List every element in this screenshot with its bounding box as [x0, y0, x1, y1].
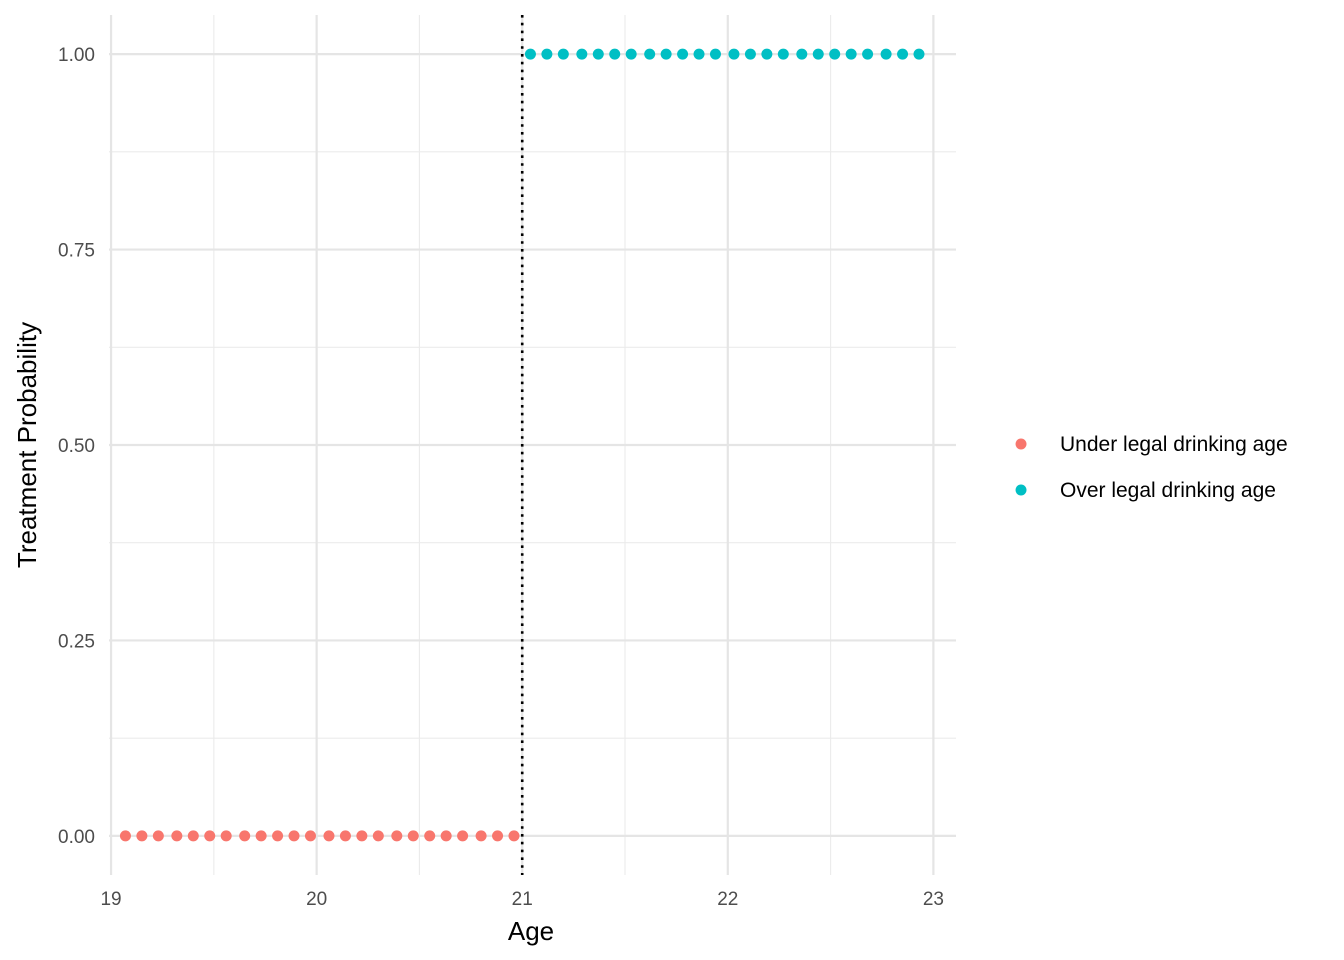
point-series1-22 — [897, 48, 909, 60]
y-tick-label-3: 0.75 — [58, 241, 95, 262]
x-tick-labels: 19 20 21 22 23 — [100, 889, 943, 910]
point-series1-4 — [592, 48, 604, 60]
x-axis-title: Age — [508, 916, 554, 946]
legend-key-over — [1015, 484, 1027, 496]
point-series1-17 — [812, 48, 824, 60]
data-points — [119, 48, 925, 842]
legend-label-under: Under legal drinking age — [1060, 433, 1288, 456]
point-series1-15 — [777, 48, 789, 60]
y-tick-label-1: 0.25 — [58, 631, 95, 652]
point-series0-1 — [136, 830, 148, 842]
point-series0-7 — [239, 830, 251, 842]
x-tick-label-3: 22 — [717, 889, 738, 910]
y-tick-labels: 0.00 0.25 0.50 0.75 1.00 — [58, 45, 95, 848]
point-series0-5 — [204, 830, 216, 842]
point-series1-18 — [829, 48, 841, 60]
point-series0-11 — [304, 830, 316, 842]
legend-label-over: Over legal drinking age — [1060, 479, 1276, 502]
point-series0-19 — [440, 830, 452, 842]
point-series0-3 — [171, 830, 183, 842]
point-series1-3 — [576, 48, 588, 60]
point-series0-21 — [475, 830, 487, 842]
x-tick-label-0: 19 — [100, 889, 121, 910]
point-series0-15 — [372, 830, 384, 842]
point-series0-10 — [288, 830, 300, 842]
point-series0-0 — [119, 830, 131, 842]
point-series1-8 — [660, 48, 672, 60]
point-series1-10 — [693, 48, 705, 60]
point-series1-5 — [609, 48, 621, 60]
point-series0-22 — [492, 830, 504, 842]
point-series0-8 — [255, 830, 267, 842]
point-series1-1 — [541, 48, 553, 60]
point-series1-14 — [761, 48, 773, 60]
point-series0-17 — [407, 830, 419, 842]
point-series1-21 — [880, 48, 892, 60]
point-series0-6 — [220, 830, 232, 842]
point-series1-7 — [644, 48, 656, 60]
point-series0-14 — [356, 830, 368, 842]
x-tick-label-4: 23 — [923, 889, 944, 910]
legend: Under legal drinking age Over legal drin… — [1015, 433, 1288, 502]
point-series0-20 — [457, 830, 469, 842]
point-series1-9 — [677, 48, 689, 60]
grid-major — [109, 15, 956, 875]
point-series0-4 — [187, 830, 199, 842]
point-series1-12 — [728, 48, 740, 60]
x-tick-label-2: 21 — [512, 889, 533, 910]
point-series1-2 — [557, 48, 569, 60]
y-axis-title: Treatment Probability — [12, 322, 42, 568]
y-tick-label-4: 1.00 — [58, 45, 95, 66]
point-series1-13 — [744, 48, 756, 60]
point-series1-20 — [862, 48, 874, 60]
point-series0-9 — [272, 830, 284, 842]
y-tick-label-2: 0.50 — [58, 436, 95, 457]
y-tick-label-0: 0.00 — [58, 827, 95, 848]
point-series1-11 — [709, 48, 721, 60]
point-series0-16 — [391, 830, 403, 842]
point-series0-23 — [508, 830, 520, 842]
point-series1-23 — [913, 48, 925, 60]
point-series0-2 — [152, 830, 164, 842]
point-series1-6 — [625, 48, 637, 60]
point-series1-0 — [524, 48, 536, 60]
point-series0-13 — [339, 830, 351, 842]
point-series1-19 — [845, 48, 857, 60]
point-series0-12 — [323, 830, 335, 842]
point-series0-18 — [424, 830, 436, 842]
x-tick-label-1: 20 — [306, 889, 327, 910]
point-series1-16 — [796, 48, 808, 60]
legend-key-under — [1015, 438, 1027, 450]
